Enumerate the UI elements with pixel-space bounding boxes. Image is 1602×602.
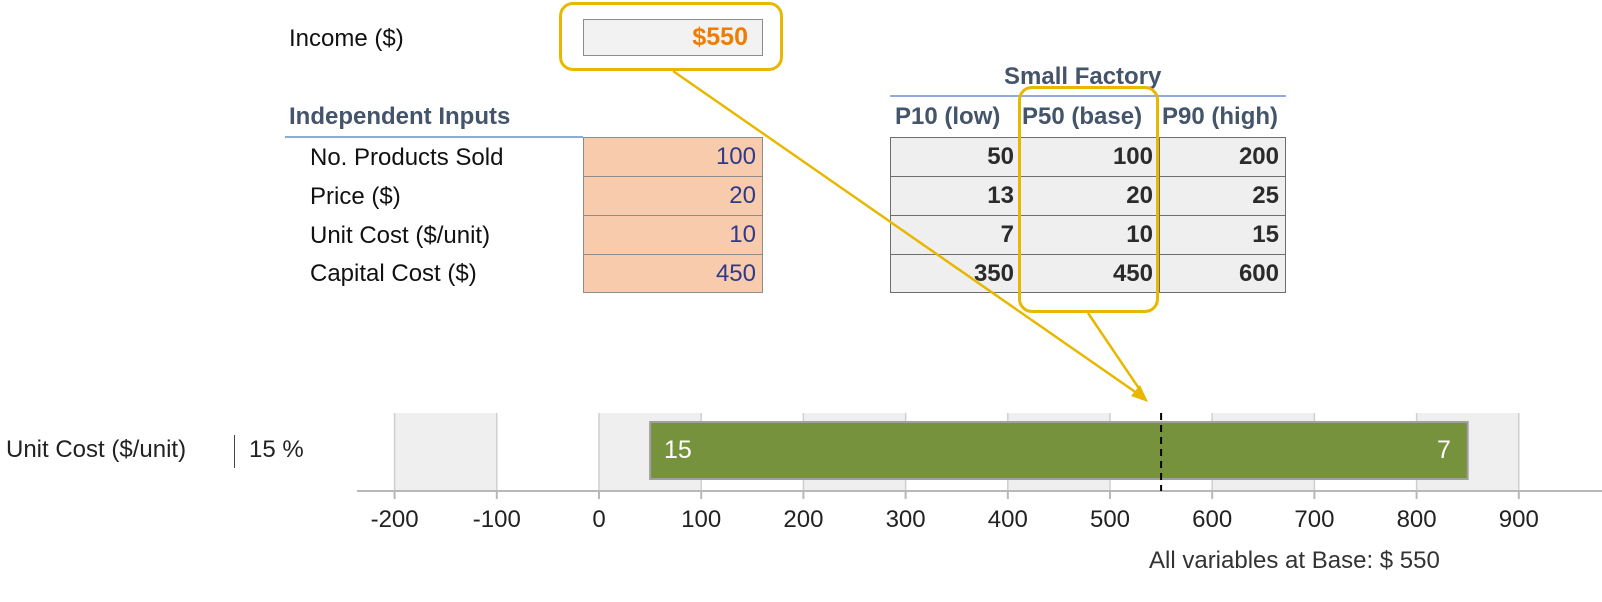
input-label-capital-cost: Capital Cost ($) [310, 260, 477, 287]
x-tick-label: -200 [370, 506, 419, 533]
x-tick-label: 0 [592, 506, 606, 533]
factory-title: Small Factory [1004, 63, 1162, 90]
factory-title-underline [890, 95, 1286, 97]
factory-cell[interactable]: 15 [1159, 215, 1286, 255]
input-cell-unit-cost[interactable]: 10 [583, 215, 763, 255]
factory-cell[interactable]: 200 [1159, 137, 1286, 177]
factory-cell[interactable]: 100 [1020, 137, 1160, 177]
x-tick-label: 600 [1192, 506, 1233, 533]
tornado-row-label: Unit Cost ($/unit) [6, 436, 187, 463]
grid-band [394, 413, 497, 491]
inputs-heading: Independent Inputs [289, 103, 511, 130]
income-value-cell[interactable]: $550 [583, 19, 763, 56]
x-tick-label: 900 [1498, 506, 1539, 533]
income-value: $550 [692, 23, 748, 51]
tornado-row-separator [234, 435, 235, 468]
bar-left-label: 15 [664, 436, 692, 464]
base-connector-arrow [1086, 312, 1142, 391]
input-label-unit-cost: Unit Cost ($/unit) [310, 222, 491, 249]
base-column-highlight-frame [1018, 86, 1159, 313]
bar-right-label: 7 [1437, 436, 1451, 464]
income-arrowhead [1131, 385, 1148, 402]
x-tick-label: 400 [987, 506, 1028, 533]
input-label-price: Price ($) [310, 183, 401, 210]
input-cell-products[interactable]: 100 [583, 137, 763, 177]
factory-cell[interactable]: 25 [1159, 176, 1286, 216]
tornado-row-percent: 15 % [249, 436, 304, 463]
x-tick-label: 100 [681, 506, 722, 533]
column-header-p50: P50 (base) [1022, 103, 1143, 130]
tornado-bar [649, 421, 1469, 480]
factory-cell[interactable]: 450 [1020, 254, 1160, 293]
factory-cell[interactable]: 350 [890, 254, 1021, 293]
column-header-p10: P10 (low) [895, 103, 1001, 130]
inputs-heading-underline [285, 136, 583, 138]
input-label-products: No. Products Sold [310, 144, 504, 171]
factory-cell[interactable]: 20 [1020, 176, 1160, 216]
factory-cell[interactable]: 7 [890, 215, 1021, 255]
base-caption: All variables at Base: $ 550 [1149, 547, 1440, 574]
income-label: Income ($) [289, 25, 404, 52]
x-tick-label: -100 [472, 506, 521, 533]
input-cell-capital-cost[interactable]: 450 [583, 254, 763, 293]
x-tick-label: 500 [1089, 506, 1131, 533]
factory-cell[interactable]: 13 [890, 176, 1021, 216]
x-tick-label: 200 [783, 506, 824, 533]
income-connector-arrow [672, 69, 1145, 400]
x-tick-label: 300 [885, 506, 926, 533]
income-highlight-frame [559, 2, 783, 71]
x-tick-label: 700 [1294, 506, 1335, 533]
column-header-p90: P90 (high) [1162, 103, 1279, 130]
input-cell-price[interactable]: 20 [583, 176, 763, 216]
factory-cell[interactable]: 600 [1159, 254, 1286, 293]
x-tick-label: 800 [1396, 506, 1437, 533]
